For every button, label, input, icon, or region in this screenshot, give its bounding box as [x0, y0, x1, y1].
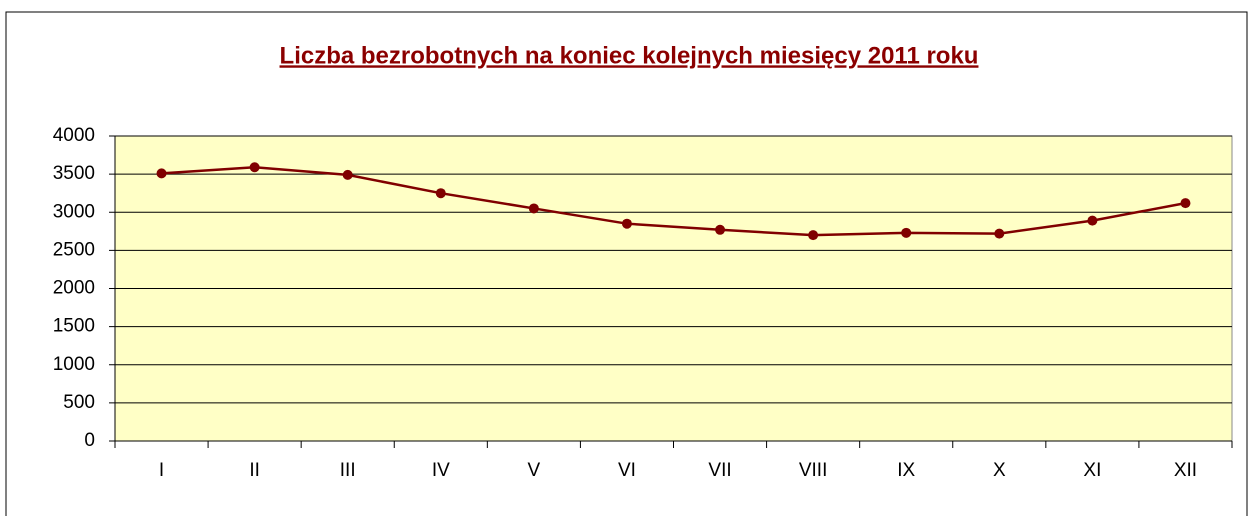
y-tick-label: 4000: [53, 125, 95, 146]
x-tick-label: XII: [1174, 460, 1197, 481]
y-tick-label: 2500: [53, 239, 95, 260]
data-point: [1087, 215, 1098, 226]
x-tick-label: IX: [897, 460, 915, 481]
x-tick-label: I: [159, 460, 164, 481]
x-tick-label: VI: [618, 460, 636, 481]
x-tick-label: V: [528, 460, 541, 481]
y-tick-label: 3000: [53, 201, 95, 222]
data-point: [994, 228, 1005, 239]
data-point: [621, 218, 632, 229]
y-tick-label: 1500: [53, 316, 95, 337]
data-point: [342, 169, 353, 180]
data-point: [528, 203, 539, 214]
y-tick-label: 0: [84, 430, 95, 451]
data-point: [715, 224, 726, 235]
y-tick-label: 2000: [53, 278, 95, 299]
x-tick-label: VII: [708, 460, 731, 481]
data-point: [156, 168, 167, 179]
x-tick-label: XI: [1083, 460, 1101, 481]
data-point: [1180, 198, 1191, 209]
data-line: [161, 166, 1186, 237]
data-point: [435, 188, 446, 199]
x-tick-label: X: [993, 460, 1006, 481]
x-tick-label: III: [340, 460, 356, 481]
data-point: [249, 162, 260, 173]
y-tick-label: 1000: [53, 354, 95, 375]
data-point: [901, 227, 912, 238]
chart-title: Liczba bezrobotnych na koniec kolejnych …: [280, 42, 979, 69]
x-tick-label: VIII: [799, 460, 828, 481]
y-tick-label: 500: [63, 392, 95, 413]
x-tick-label: II: [249, 460, 260, 481]
x-tick-label: IV: [432, 460, 450, 481]
y-tick-label: 3500: [53, 163, 95, 184]
data-point: [808, 230, 819, 241]
